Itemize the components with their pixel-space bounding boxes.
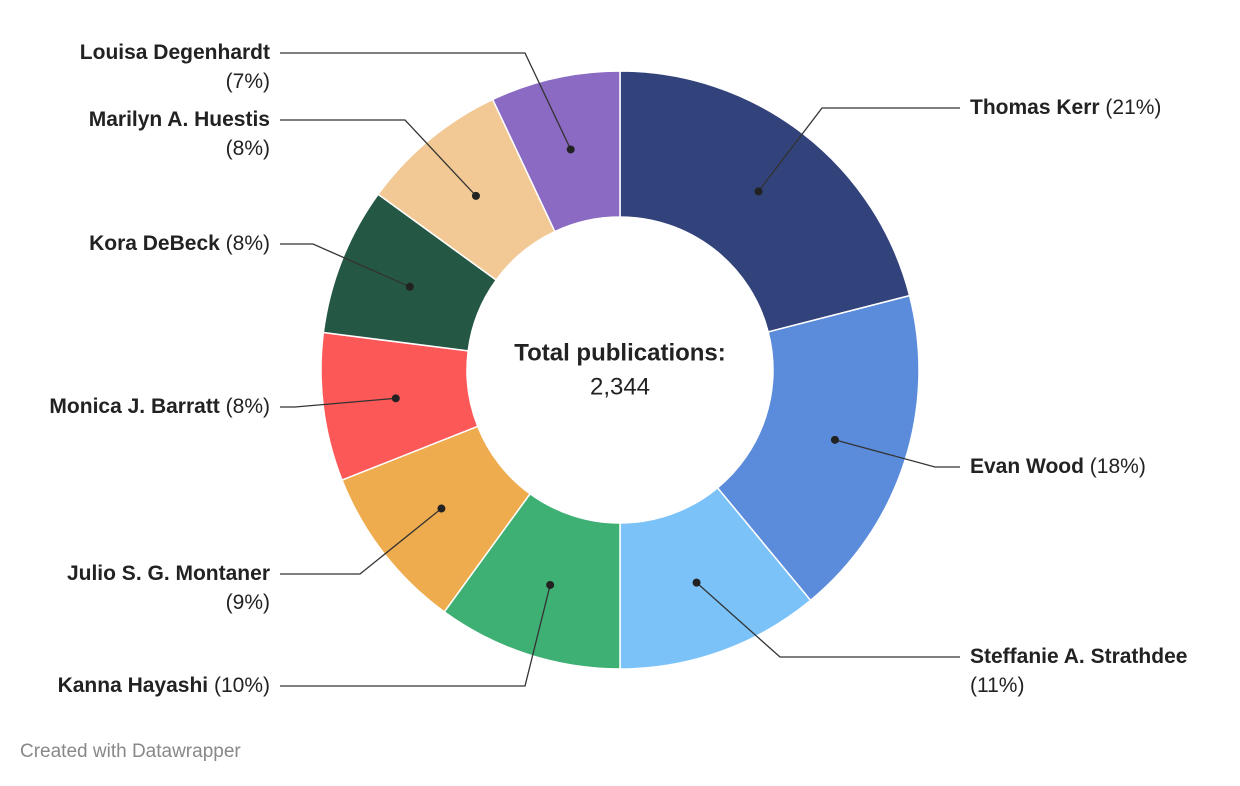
leader-dot xyxy=(405,282,414,291)
leader-line xyxy=(834,439,960,468)
label-name: Steffanie A. Strathdee xyxy=(970,645,1187,668)
leader-line xyxy=(280,584,551,687)
center-value: 2,344 xyxy=(590,373,650,400)
data-label: Kora DeBeck (8%) xyxy=(89,232,270,255)
data-label: (7%) xyxy=(226,70,270,93)
leader-dot xyxy=(566,145,575,154)
label-name: Kanna Hayashi xyxy=(58,674,209,697)
leader-line xyxy=(280,397,396,408)
label-name: Julio S. G. Montaner xyxy=(67,562,270,585)
data-label: Thomas Kerr (21%) xyxy=(970,96,1161,119)
data-label: Marilyn A. Huestis xyxy=(89,108,270,131)
leader-dot xyxy=(546,580,555,589)
label-name: Evan Wood xyxy=(970,455,1084,478)
data-label: (8%) xyxy=(226,137,270,160)
label-name: Thomas Kerr xyxy=(970,96,1100,119)
label-value: (11%) xyxy=(970,674,1024,697)
leader-dot xyxy=(754,187,763,196)
label-name: Monica J. Barratt xyxy=(49,395,219,418)
leader-dot xyxy=(391,394,400,403)
data-label: (9%) xyxy=(226,591,270,614)
leader-dot xyxy=(692,578,701,587)
leader-line xyxy=(280,119,477,197)
label-name: Louisa Degenhardt xyxy=(80,41,270,64)
data-label: Louisa Degenhardt xyxy=(80,41,270,64)
leader-line xyxy=(280,243,411,288)
data-label: (11%) xyxy=(970,674,1024,697)
label-value: (10%) xyxy=(214,674,270,697)
label-value: (7%) xyxy=(226,70,270,93)
label-value: (8%) xyxy=(226,395,270,418)
data-label: Monica J. Barratt (8%) xyxy=(49,395,270,418)
leader-dot xyxy=(471,191,480,200)
slice xyxy=(716,294,920,602)
leader-line xyxy=(696,582,960,658)
data-label: Julio S. G. Montaner xyxy=(67,562,270,585)
label-value: (21%) xyxy=(1105,96,1161,119)
leader-line xyxy=(757,107,960,192)
footer: Created with Datawrapper xyxy=(20,741,241,762)
center-title: Total publications: xyxy=(514,339,726,366)
leader-dot xyxy=(437,504,446,513)
label-value: (9%) xyxy=(226,591,270,614)
label-value: (8%) xyxy=(226,232,270,255)
leader-dot xyxy=(830,435,839,444)
label-value: (18%) xyxy=(1090,455,1146,478)
slice xyxy=(619,70,911,333)
slice xyxy=(491,70,621,233)
leader-line xyxy=(280,52,572,150)
data-label: Kanna Hayashi (10%) xyxy=(58,674,270,697)
label-value: (8%) xyxy=(226,137,270,160)
data-label: Evan Wood (18%) xyxy=(970,455,1146,478)
leader-line xyxy=(280,508,442,575)
slices xyxy=(320,70,920,670)
label-name: Marilyn A. Huestis xyxy=(89,108,270,131)
data-label: Steffanie A. Strathdee xyxy=(970,645,1187,668)
label-name: Kora DeBeck xyxy=(89,232,220,255)
